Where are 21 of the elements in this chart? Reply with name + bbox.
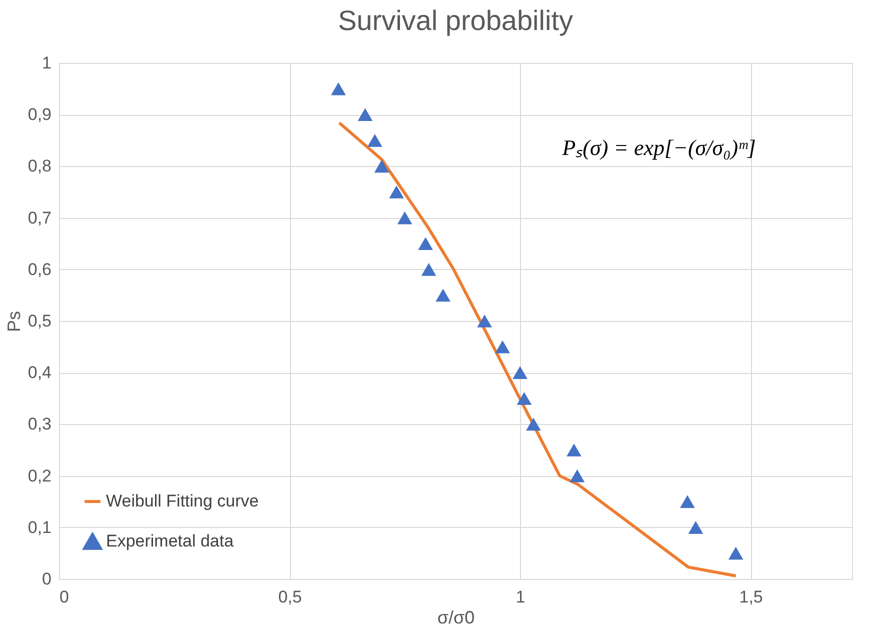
annotation: Pₛ(σ) = exp[−(σ/σ₀)ᵐ] bbox=[561, 135, 756, 160]
x-tick-label: 1 bbox=[516, 588, 526, 606]
legend-label: Weibull Fitting curve bbox=[106, 492, 259, 510]
y-tick-label: 0 bbox=[42, 570, 52, 588]
y-tick-label: 0,2 bbox=[28, 466, 52, 486]
x-axis-title: σ/σ0 bbox=[437, 608, 475, 628]
y-tick-label: 0,7 bbox=[28, 208, 52, 228]
y-tick-label: 0,6 bbox=[28, 260, 52, 279]
y-tick-label: 1 bbox=[42, 54, 52, 72]
y-tick-label: 0,5 bbox=[28, 312, 52, 330]
y-tick-label: 0,9 bbox=[28, 105, 52, 124]
x-tick-label: 1,5 bbox=[739, 588, 763, 606]
legend-label: Experimetal data bbox=[106, 532, 234, 550]
x-tick-label: 0 bbox=[60, 588, 69, 606]
chart-title: Survival probability bbox=[338, 5, 573, 36]
y-tick-label: 0,3 bbox=[28, 414, 52, 434]
y-tick-label: 0,1 bbox=[28, 518, 52, 537]
y-axis-title: Ps bbox=[4, 310, 24, 332]
y-tick-label: 0,4 bbox=[28, 363, 52, 382]
y-tick-label: 0,8 bbox=[28, 156, 52, 176]
x-tick-label: 0,5 bbox=[278, 588, 302, 606]
